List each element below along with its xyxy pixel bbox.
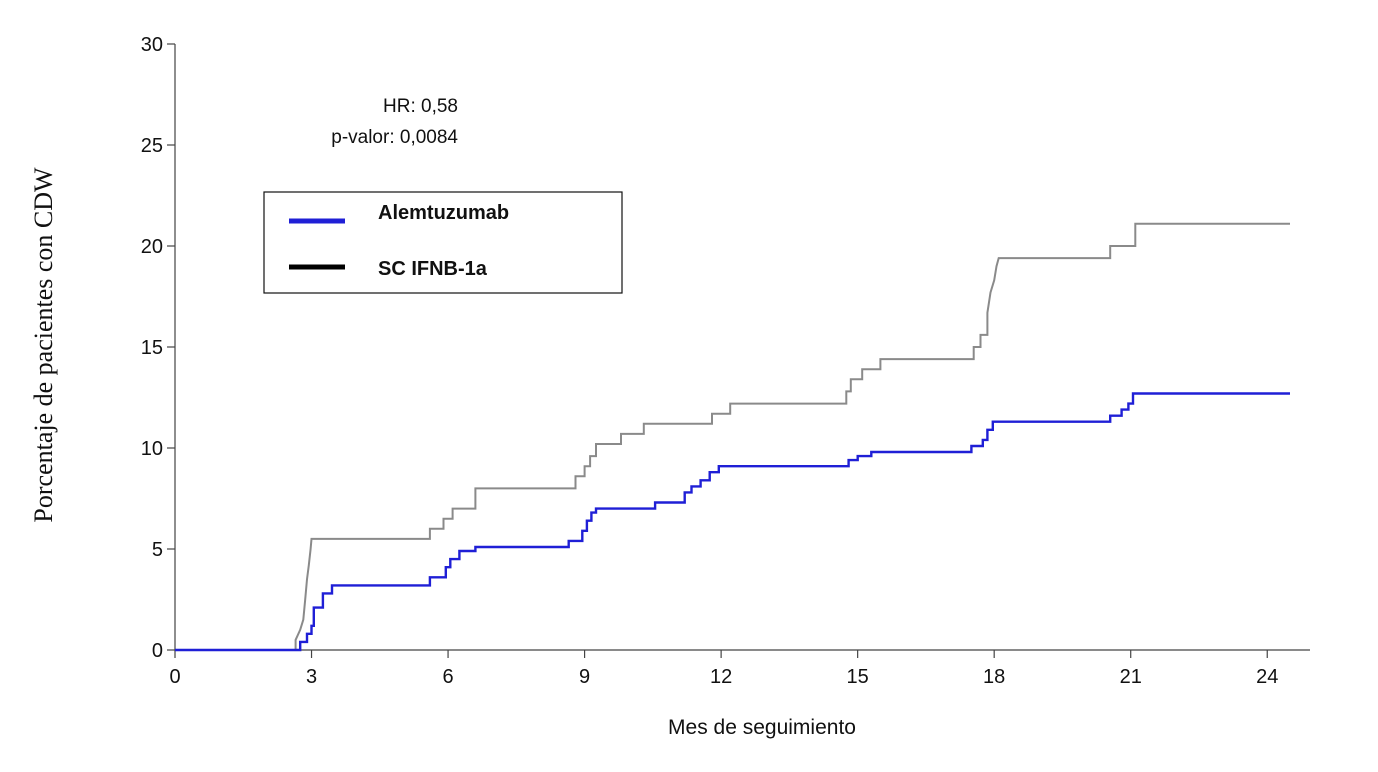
y-tick-label: 5 [152, 539, 163, 561]
x-tick-label: 18 [983, 666, 1005, 688]
y-tick-label: 0 [152, 640, 163, 662]
series [175, 222, 1290, 652]
series-line-sc-ifnb-1a [175, 222, 1290, 651]
y-tick-label: 30 [141, 34, 163, 56]
hr-annotation: HR: 0,58 p-valor: 0,0084 [331, 96, 458, 148]
x-tick-label: 6 [442, 666, 453, 688]
series-line-alemtuzumab [175, 392, 1290, 652]
legend-label-sc-ifnb-1a: SC IFNB-1a [378, 258, 488, 280]
y-tick-label: 25 [141, 135, 163, 157]
x-tick-label: 21 [1120, 666, 1142, 688]
legend-box [263, 191, 623, 294]
x-axis-label: Mes de seguimiento [668, 716, 856, 739]
x-ticks: 0 3 6 9 12 15 18 21 24 [169, 650, 1278, 688]
hr-value-text: HR: 0,58 [383, 96, 458, 117]
y-tick-label: 10 [141, 438, 163, 460]
y-tick-label: 20 [141, 236, 163, 258]
y-ticks: 0 5 10 15 20 25 30 [141, 34, 175, 662]
p-value-text: p-valor: 0,0084 [331, 127, 458, 148]
legend: Alemtuzumab SC IFNB-1a [263, 191, 623, 294]
legend-label-alemtuzumab: Alemtuzumab [378, 202, 509, 224]
x-tick-label: 9 [579, 666, 590, 688]
y-tick-label: 15 [141, 337, 163, 359]
y-axis-label: Porcentaje de pacientes con CDW [29, 167, 58, 523]
x-tick-label: 24 [1256, 666, 1278, 688]
x-tick-label: 15 [847, 666, 869, 688]
x-tick-label: 3 [306, 666, 317, 688]
x-tick-label: 0 [169, 666, 180, 688]
x-tick-label: 12 [710, 666, 732, 688]
